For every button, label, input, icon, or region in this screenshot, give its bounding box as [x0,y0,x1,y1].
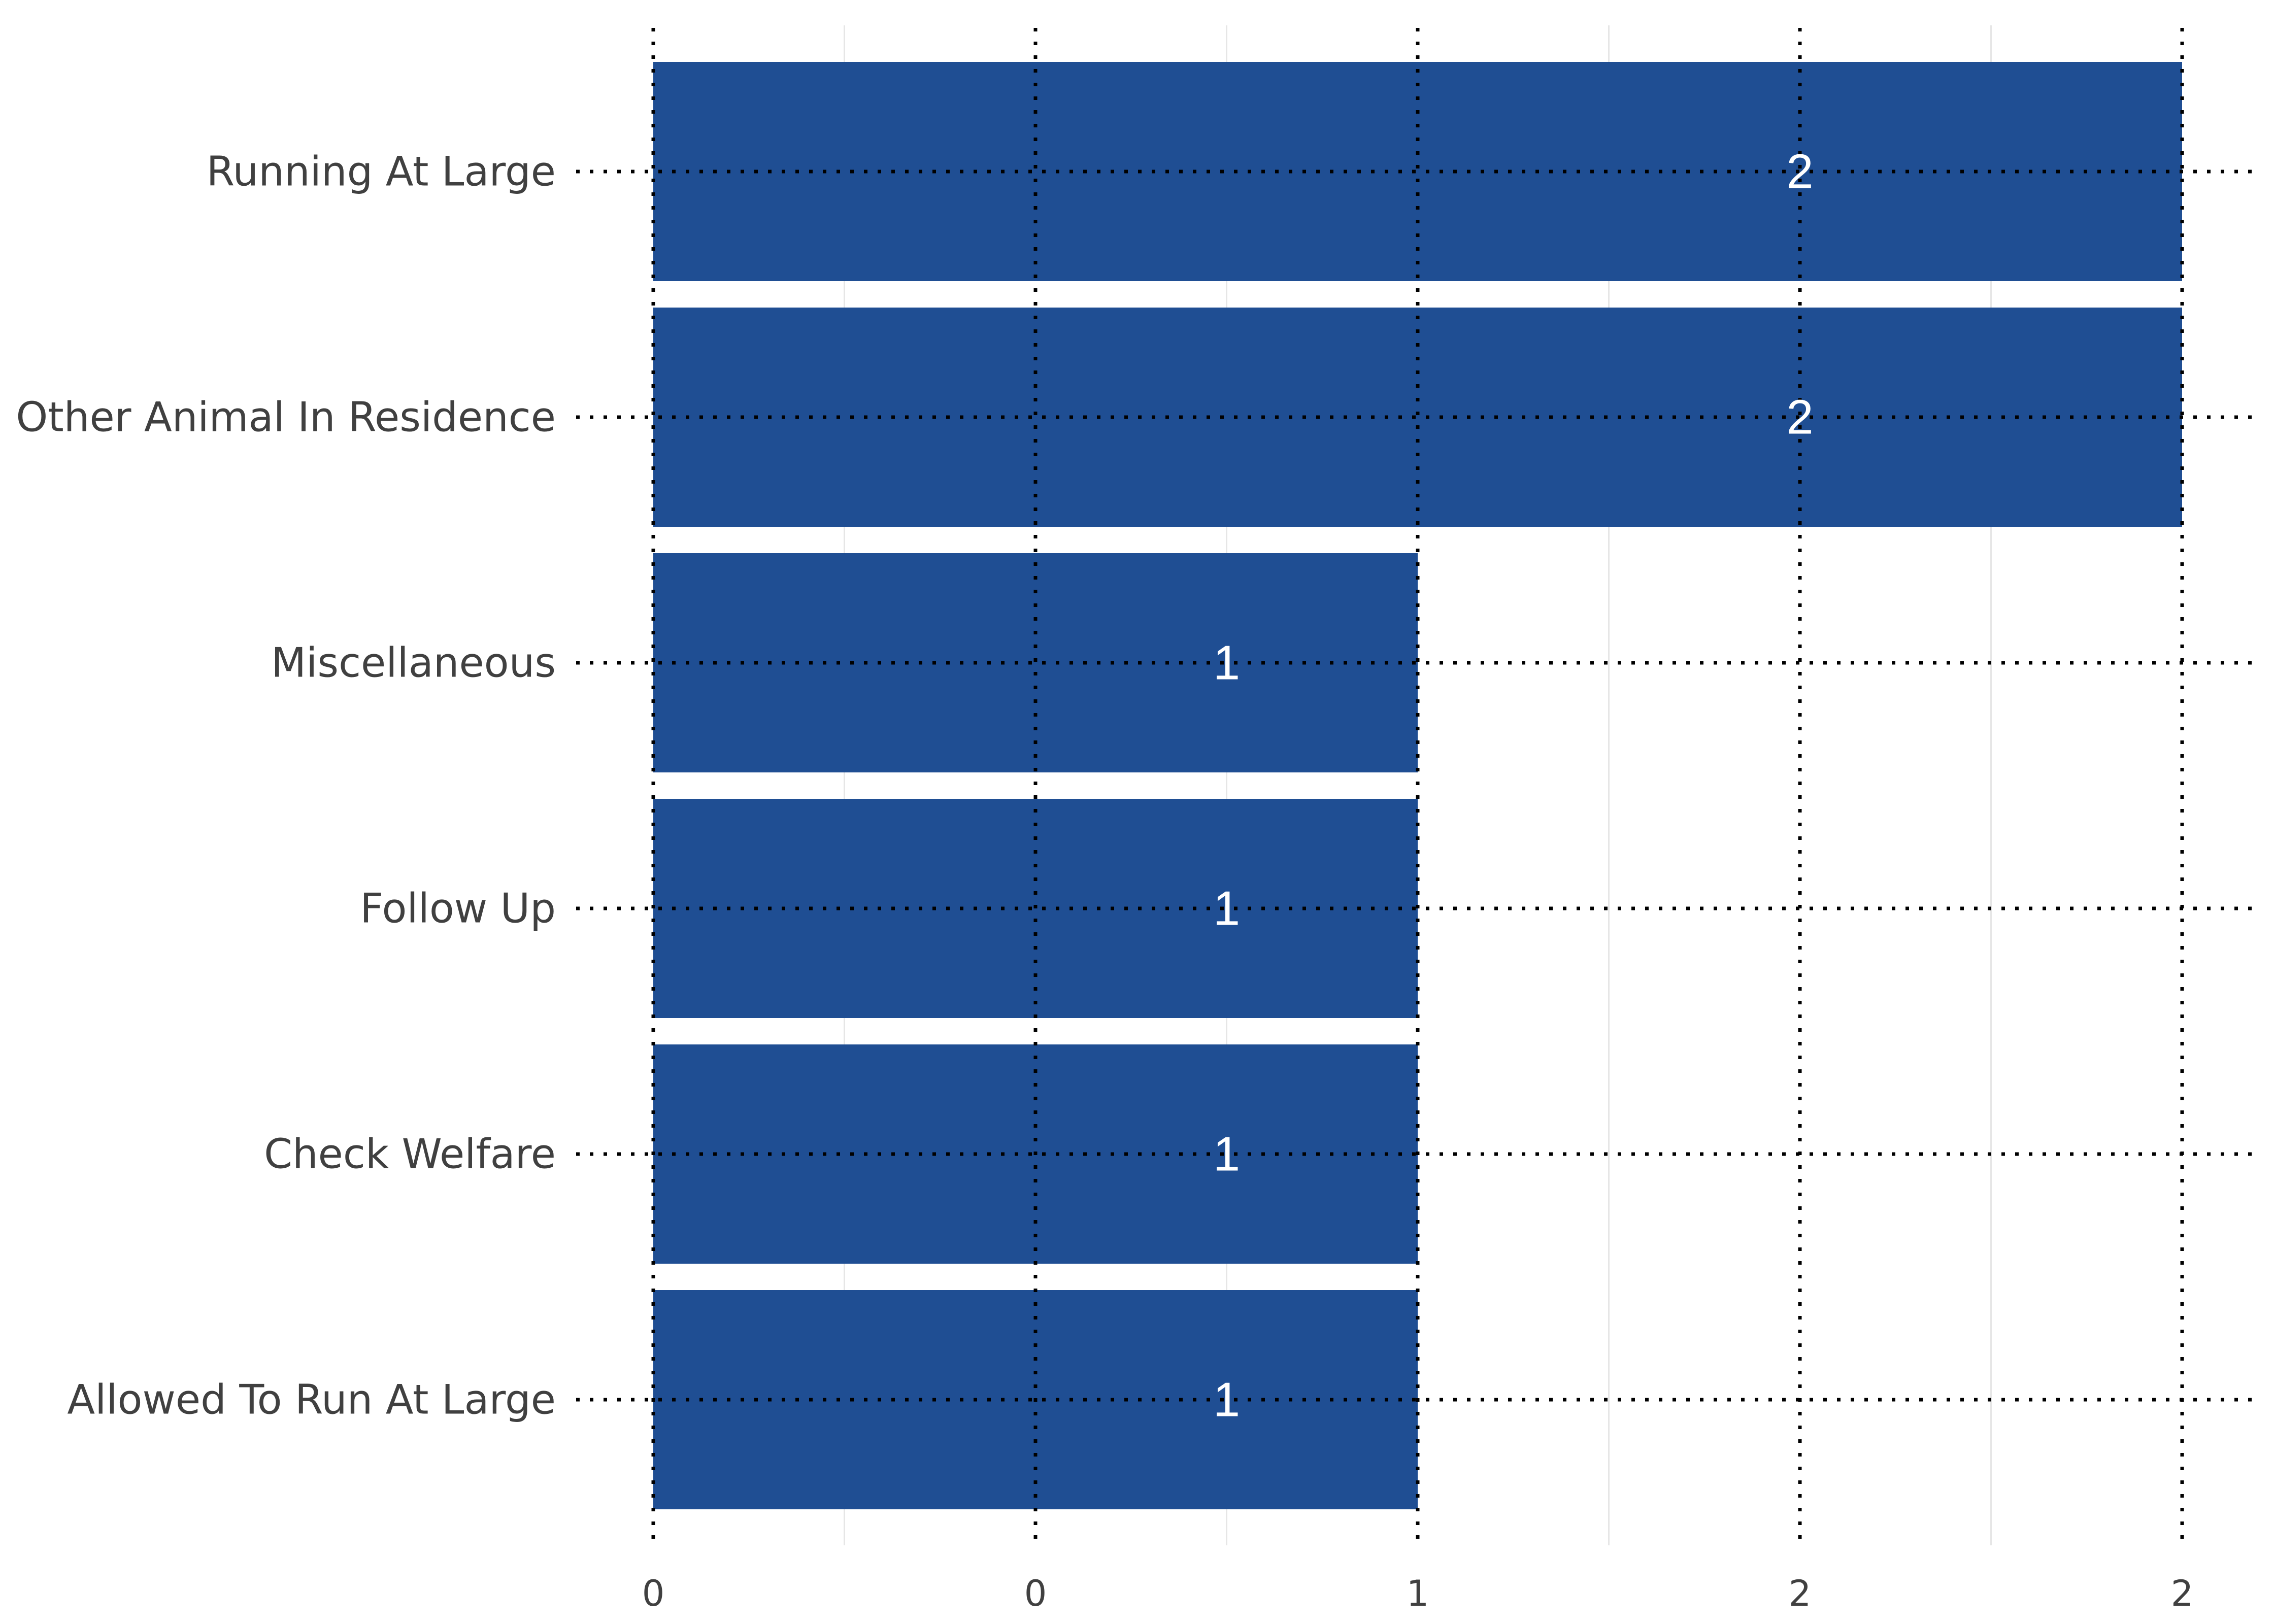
data-label: 1 [1213,636,1240,690]
x-tick-label: 2 [1789,1573,1812,1614]
category-label: Running At Large [207,148,556,195]
category-label: Miscellaneous [271,639,556,687]
category-label: Follow Up [360,885,556,932]
data-label: 1 [1213,1127,1240,1181]
category-label: Allowed To Run At Large [67,1376,556,1424]
data-label: 2 [1786,145,1813,199]
dotted-guides [576,28,2256,1545]
category-label: Other Animal In Residence [16,394,556,441]
labels: Running At Large Other Animal In Residenc… [16,145,2193,1615]
data-label: 1 [1213,882,1240,936]
bars [653,62,2182,1509]
data-label: 2 [1786,390,1813,445]
x-tick-label: 0 [642,1573,665,1614]
x-tick-label: 0 [1024,1573,1047,1614]
x-tick-label: 1 [1407,1573,1429,1614]
x-tick-label: 2 [2171,1573,2194,1614]
category-label: Check Welfare [264,1131,556,1178]
data-label: 1 [1213,1373,1240,1427]
